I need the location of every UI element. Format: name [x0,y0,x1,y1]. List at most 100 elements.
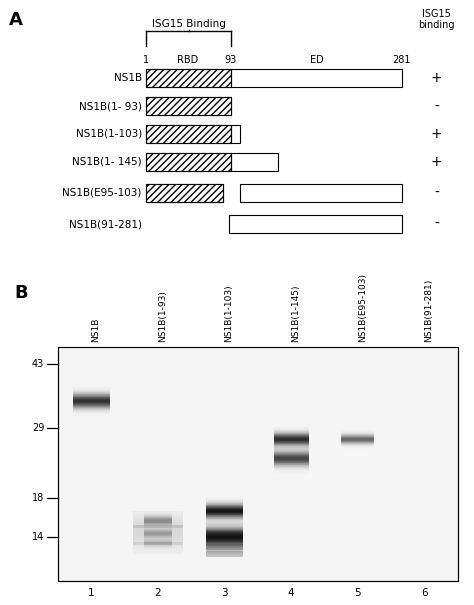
Bar [206,537,243,538]
Bar [133,528,183,529]
Bar [206,531,243,533]
Bar [206,545,243,547]
Bar [206,541,243,543]
Bar [146,125,231,143]
Bar [206,543,243,545]
Text: +: + [431,71,443,85]
Bar [133,542,183,544]
Text: NS1B(1- 93): NS1B(1- 93) [79,102,142,111]
Bar [133,532,183,533]
Bar [133,534,183,535]
Bar [206,533,243,535]
Text: 93: 93 [225,55,237,65]
Bar [146,97,231,116]
Bar [206,551,243,552]
Bar [206,546,243,548]
Bar [133,535,183,536]
Bar [146,184,223,202]
Text: NS1B(1-103): NS1B(1-103) [75,129,142,139]
Bar [206,543,243,545]
Bar [206,539,243,541]
Bar [206,552,243,554]
Bar [206,532,243,534]
Text: 1: 1 [143,55,149,65]
Bar [58,347,457,581]
Bar [206,555,243,557]
Bar [146,97,231,116]
Bar [133,541,183,543]
Text: NS1B(Ε95-103): NS1B(Ε95-103) [358,273,367,342]
Bar [133,525,183,526]
Bar [133,539,183,540]
Bar [133,543,183,544]
Bar [133,520,183,522]
Bar [231,68,402,87]
Bar [133,515,183,516]
Bar [133,525,183,526]
Text: 43: 43 [32,359,44,369]
Text: NS1B: NS1B [91,318,100,342]
Bar [133,537,183,538]
Text: NS1B(1-103): NS1B(1-103) [225,284,234,342]
Bar [206,531,243,532]
Bar [146,152,231,171]
Bar [133,546,183,548]
Bar [146,68,231,87]
Text: A: A [9,11,23,29]
Bar [133,531,183,532]
Bar [206,544,243,546]
Bar [206,535,243,536]
Bar [133,536,183,537]
Bar [206,547,243,549]
Bar [146,125,231,143]
Bar [146,68,231,87]
Text: 6: 6 [421,588,428,598]
Bar [133,522,183,523]
Bar [133,515,183,517]
Bar [146,152,231,171]
Bar [133,523,183,525]
Text: NS1B(Ε95-103): NS1B(Ε95-103) [63,188,142,198]
Bar [133,512,183,514]
Bar [206,535,243,537]
Text: NS1B(91-281): NS1B(91-281) [424,279,433,342]
Text: 2: 2 [155,588,161,598]
Bar [58,347,457,581]
Bar [133,533,183,534]
Text: ED: ED [310,55,323,65]
Bar [133,544,183,546]
Bar [206,550,243,551]
Bar [206,553,243,555]
Bar [229,215,402,234]
Bar [133,553,183,554]
Bar [231,152,278,171]
Bar [133,529,183,531]
Bar [206,540,243,541]
Bar [206,538,243,540]
Bar [133,511,183,513]
Bar [206,548,243,549]
Bar [133,526,183,528]
Bar [231,125,240,143]
Bar [146,97,231,116]
Bar [206,554,243,555]
Bar [133,514,183,515]
Bar [206,537,243,539]
Text: 4: 4 [288,588,294,598]
Bar [146,152,231,171]
Text: NS1B(1-93): NS1B(1-93) [158,290,167,342]
Bar [133,538,183,539]
Bar [133,529,183,530]
Bar [133,518,183,519]
Text: -: - [434,186,439,200]
Bar [146,125,231,143]
Text: +: + [431,127,443,141]
Bar [133,550,183,551]
Text: RBD: RBD [177,55,198,65]
Text: 5: 5 [355,588,361,598]
Bar [133,549,183,550]
Bar [206,549,243,551]
Text: 281: 281 [392,55,411,65]
Text: -: - [434,99,439,113]
Bar [206,534,243,535]
